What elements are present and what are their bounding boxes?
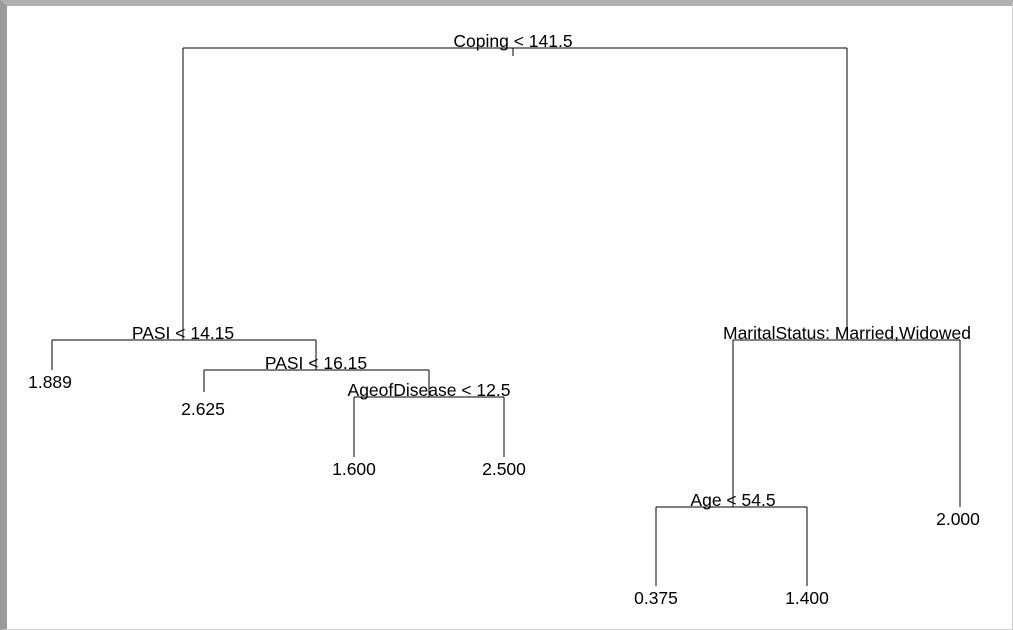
leaf-value: 1.889	[28, 372, 72, 392]
leaf-value: 2.625	[181, 399, 225, 419]
split-label-root: Coping < 141.5	[453, 31, 572, 51]
split-label-pasi-14: PASI < 14.15	[132, 323, 234, 343]
split-label-age: Age < 54.5	[690, 490, 775, 510]
leaf-value: 1.400	[785, 588, 829, 608]
split-label-maritalstatus: MaritalStatus: Married,Widowed	[723, 323, 971, 343]
split-label-pasi-16: PASI < 16.15	[265, 353, 367, 373]
leaf-value: 2.000	[936, 509, 980, 529]
split-label-ageofdisease: AgeofDisease < 12.5	[348, 380, 511, 400]
leaf-value: 0.375	[634, 588, 678, 608]
leaf-value: 2.500	[482, 459, 526, 479]
leaf-value: 1.600	[332, 459, 376, 479]
